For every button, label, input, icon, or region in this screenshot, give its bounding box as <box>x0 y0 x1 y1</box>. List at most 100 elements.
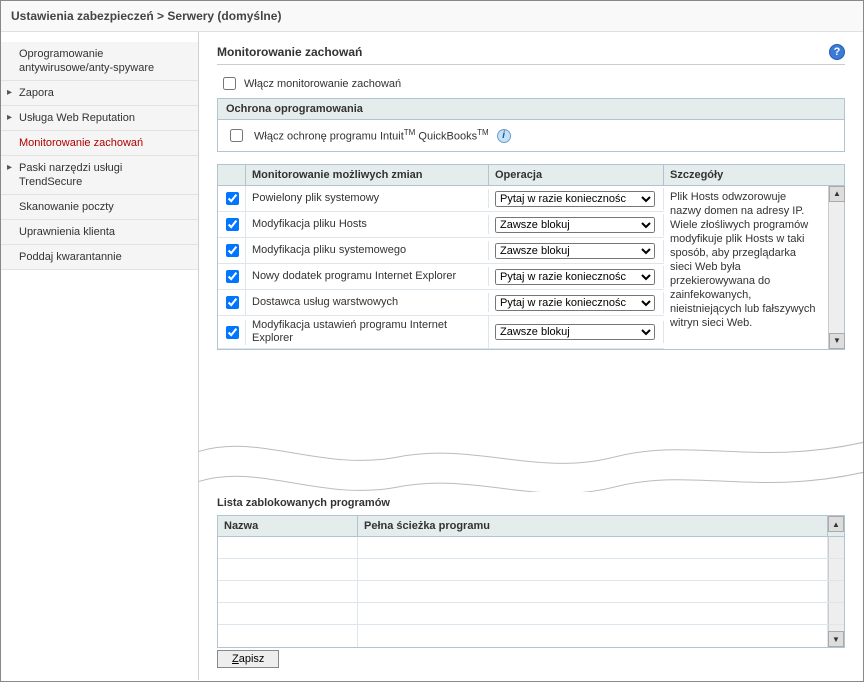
sidebar: Oprogramowanie antywirusowe/anty-spyware… <box>1 32 199 680</box>
sidebar-item-label: Paski narzędzi usługi TrendSecure <box>19 162 122 188</box>
scroll-up-icon[interactable]: ▲ <box>829 186 845 202</box>
sidebar-item-client-privileges[interactable]: Uprawnienia klienta <box>1 220 198 245</box>
row-checkbox[interactable] <box>226 244 239 257</box>
info-icon[interactable]: i <box>497 129 511 143</box>
details-text: Plik Hosts odwzorowuje nazwy domen na ad… <box>670 190 838 330</box>
row-name: Modyfikacja pliku systemowego <box>246 241 489 260</box>
tm-icon: TM <box>404 128 416 137</box>
table-row: Modyfikacja pliku systemowego Zawsze blo… <box>218 238 664 264</box>
row-name: Powielony plik systemowy <box>246 189 489 208</box>
scroll-up-icon[interactable]: ▲ <box>828 516 844 532</box>
blocked-cell-path <box>358 559 828 580</box>
table-row: Modyfikacja ustawień programu Internet E… <box>218 316 664 349</box>
main-content: Monitorowanie zachowań ? Włącz monitorow… <box>199 32 863 680</box>
blocked-cell-name <box>218 625 358 647</box>
enable-monitoring-checkbox[interactable] <box>223 77 236 90</box>
blocked-cell-path <box>358 603 828 624</box>
torn-divider <box>199 422 863 492</box>
row-op-select[interactable]: Zawsze blokuj <box>495 243 655 259</box>
blocked-cell-name <box>218 603 358 624</box>
row-checkbox[interactable] <box>226 296 239 309</box>
blocked-programs-section: Lista zablokowanych programów Nazwa Pełn… <box>217 497 845 648</box>
enable-monitoring-row: Włącz monitorowanie zachowań <box>217 75 845 98</box>
details-scrollbar[interactable]: ▲ ▼ <box>828 186 844 349</box>
row-op-select[interactable]: Zawsze blokuj <box>495 217 655 233</box>
blocked-cell-path <box>358 537 828 558</box>
blocked-cell-name <box>218 537 358 558</box>
quickbooks-label: Włącz ochronę programu IntuitTM QuickBoo… <box>254 128 489 143</box>
sidebar-item-firewall[interactable]: Zapora <box>1 81 198 106</box>
section-title-row: Monitorowanie zachowań ? <box>217 44 845 65</box>
sidebar-item-label: Monitorowanie zachowań <box>19 137 143 149</box>
breadcrumb: Ustawienia zabezpieczeń > Serwery (domyś… <box>1 1 863 32</box>
save-button[interactable]: Zapisz <box>217 650 279 668</box>
table-row: Nowy dodatek programu Internet Explorer … <box>218 264 664 290</box>
blocked-scroll-track[interactable]: ▼ <box>828 625 844 647</box>
table-row <box>218 559 844 581</box>
blocked-scroll-track[interactable] <box>828 559 844 580</box>
qb-prefix: Włącz ochronę programu Intuit <box>254 131 404 143</box>
col-check <box>218 165 246 185</box>
sidebar-item-label: Oprogramowanie antywirusowe/anty-spyware <box>19 48 154 74</box>
row-op-select[interactable]: Pytaj w razie koniecznośc <box>495 269 655 285</box>
row-op-select[interactable]: Pytaj w razie koniecznośc <box>495 191 655 207</box>
behavior-table: Monitorowanie możliwych zmian Operacja P… <box>217 164 845 350</box>
blocked-programs-table: Nazwa Pełna ścieżka programu ▲ <box>217 515 845 648</box>
sidebar-item-label: Skanowanie poczty <box>19 201 114 213</box>
behavior-table-left: Monitorowanie możliwych zmian Operacja P… <box>218 165 664 349</box>
blocked-header: Nazwa Pełna ścieżka programu ▲ <box>218 516 844 537</box>
blocked-cell-path <box>358 581 828 602</box>
blocked-cell-name <box>218 559 358 580</box>
sidebar-item-behavior-monitoring[interactable]: Monitorowanie zachowań <box>1 131 198 156</box>
blocked-col-name: Nazwa <box>218 516 358 536</box>
sidebar-item-quarantine[interactable]: Poddaj kwarantannie <box>1 245 198 270</box>
qb-mid: QuickBooks <box>415 131 477 143</box>
table-row <box>218 603 844 625</box>
col-change: Monitorowanie możliwych zmian <box>246 165 489 185</box>
enable-monitoring-label: Włącz monitorowanie zachowań <box>244 78 401 90</box>
sidebar-item-label: Zapora <box>19 87 54 99</box>
table-row: Dostawca usług warstwowych Pytaj w razie… <box>218 290 664 316</box>
layout: Oprogramowanie antywirusowe/anty-spyware… <box>1 32 863 680</box>
behavior-table-details: Szczegóły Plik Hosts odwzorowuje nazwy d… <box>664 165 844 349</box>
table-row: Powielony plik systemowy Pytaj w razie k… <box>218 186 664 212</box>
sidebar-item-av[interactable]: Oprogramowanie antywirusowe/anty-spyware <box>1 42 198 81</box>
blocked-scroll-track[interactable] <box>828 603 844 624</box>
row-name: Dostawca usług warstwowych <box>246 293 489 312</box>
col-operation: Operacja <box>489 165 664 185</box>
blocked-col-path: Pełna ścieżka programu <box>358 516 828 536</box>
tm-icon: TM <box>477 128 489 137</box>
row-name: Nowy dodatek programu Internet Explorer <box>246 267 489 286</box>
sidebar-item-trendsecure[interactable]: Paski narzędzi usługi TrendSecure <box>1 156 198 195</box>
row-checkbox[interactable] <box>226 270 239 283</box>
details-body: Plik Hosts odwzorowuje nazwy domen na ad… <box>664 186 844 349</box>
scroll-down-icon[interactable]: ▼ <box>829 333 845 349</box>
table-row: ▼ <box>218 625 844 647</box>
row-op-select[interactable]: Zawsze blokuj <box>495 324 655 340</box>
blocked-cell-name <box>218 581 358 602</box>
row-op-select[interactable]: Pytaj w razie koniecznośc <box>495 295 655 311</box>
scroll-down-icon[interactable]: ▼ <box>828 631 844 647</box>
row-checkbox[interactable] <box>226 326 239 339</box>
sidebar-item-label: Uprawnienia klienta <box>19 226 115 238</box>
sidebar-item-label: Usługa Web Reputation <box>19 112 135 124</box>
blocked-cell-path <box>358 625 828 647</box>
row-checkbox[interactable] <box>226 192 239 205</box>
row-checkbox[interactable] <box>226 218 239 231</box>
settings-page: Ustawienia zabezpieczeń > Serwery (domyś… <box>0 0 864 682</box>
blocked-programs-title: Lista zablokowanych programów <box>217 497 845 509</box>
table-row <box>218 581 844 603</box>
blocked-scroll-header: ▲ <box>828 516 844 536</box>
quickbooks-checkbox[interactable] <box>230 129 243 142</box>
row-name: Modyfikacja ustawień programu Internet E… <box>246 316 489 348</box>
sidebar-item-web-reputation[interactable]: Usługa Web Reputation <box>1 106 198 131</box>
table-row: Modyfikacja pliku Hosts Zawsze blokuj <box>218 212 664 238</box>
software-protection-body: Włącz ochronę programu IntuitTM QuickBoo… <box>218 120 844 151</box>
blocked-scroll-track[interactable] <box>828 581 844 602</box>
sidebar-item-mail-scan[interactable]: Skanowanie poczty <box>1 195 198 220</box>
help-icon[interactable]: ? <box>829 44 845 60</box>
software-protection-header: Ochrona oprogramowania <box>218 99 844 120</box>
blocked-scroll-track[interactable] <box>828 537 844 558</box>
row-name: Modyfikacja pliku Hosts <box>246 215 489 234</box>
behavior-table-header: Monitorowanie możliwych zmian Operacja <box>218 165 664 186</box>
